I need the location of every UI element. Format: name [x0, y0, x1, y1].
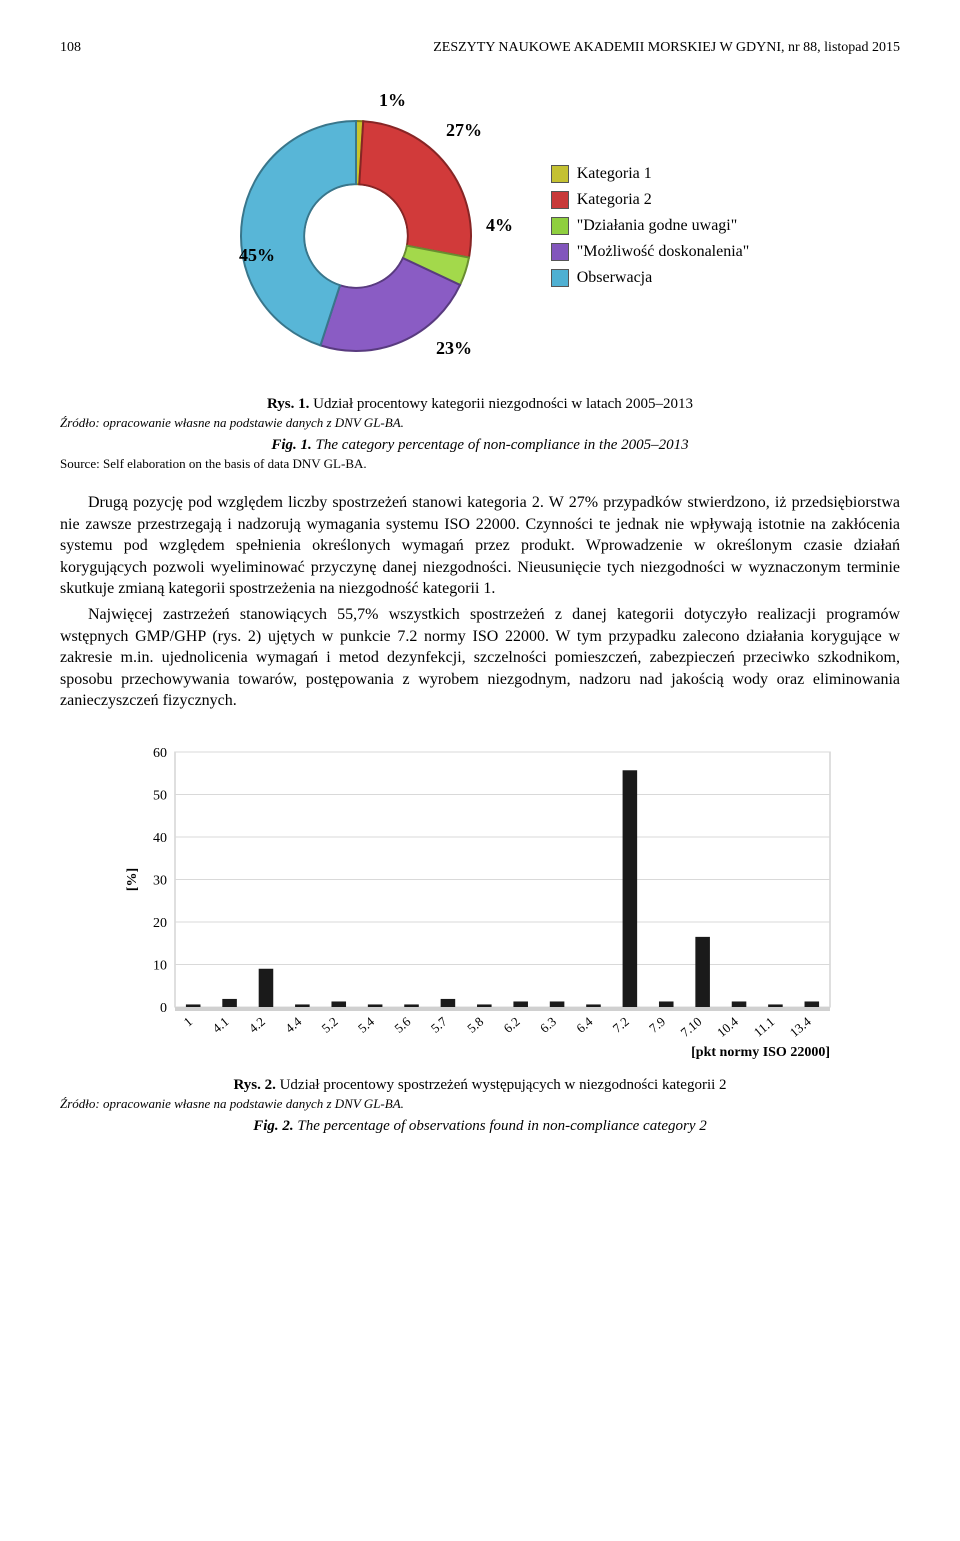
- bar: [586, 1004, 601, 1007]
- legend-swatch: [551, 165, 569, 183]
- fig2-source-pl: Źródło: opracowanie własne na podstawie …: [60, 1096, 900, 1112]
- legend-item: Kategoria 1: [551, 165, 750, 183]
- bar: [513, 1001, 528, 1007]
- bar: [259, 969, 274, 1007]
- x-tick-label: 13.4: [787, 1013, 814, 1039]
- bar: [732, 1001, 747, 1007]
- x-tick-label: 1: [181, 1014, 196, 1030]
- fig1-fig-text: The category percentage of non-complianc…: [312, 437, 689, 453]
- paragraph-1: Drugą pozycję pod względem liczby spostr…: [60, 492, 900, 600]
- donut-slice-label: 45%: [239, 245, 275, 265]
- donut-legend: Kategoria 1 Kategoria 2 "Działania godne u…: [551, 157, 750, 295]
- x-tick-label: 5.7: [428, 1013, 450, 1035]
- y-tick-label: 10: [153, 958, 167, 973]
- bar: [222, 999, 237, 1007]
- paragraph-2: Najwięcej zastrzeżeń stanowiących 55,7% …: [60, 604, 900, 712]
- legend-label: "Możliwość doskonalenia": [577, 243, 750, 261]
- donut-slice-label: 4%: [486, 215, 513, 235]
- donut-slice-label: 1%: [379, 90, 406, 110]
- y-axis-label: [%]: [125, 868, 140, 891]
- bar: [331, 1001, 346, 1007]
- bar: [805, 1001, 820, 1007]
- x-tick-label: 6.4: [573, 1013, 595, 1035]
- x-tick-label: 7.9: [646, 1014, 668, 1036]
- legend-swatch: [551, 243, 569, 261]
- fig2-caption-pl: Rys. 2. Udział procentowy spostrzeżeń wy…: [60, 1077, 900, 1094]
- bar-chart-wrap: 0 10 20 30 40 50 60 [%] 1 4.1 4.2 4.4 5.2 5.4 5.6 5.7 5.…: [120, 742, 840, 1067]
- fig2-rys-prefix: Rys. 2.: [233, 1077, 275, 1093]
- x-tick-label: 6.2: [501, 1014, 523, 1036]
- donut-row: 1% 27% 4% 23% 45% Kategoria 1 Kategoria 2 "Dzi…: [60, 86, 900, 366]
- fig1-caption-en: Fig. 1. The category percentage of non-c…: [60, 437, 900, 454]
- legend-swatch: [551, 269, 569, 287]
- legend-item: "Działania godne uwagi": [551, 217, 750, 235]
- fig1-fig-prefix: Fig. 1.: [271, 437, 311, 453]
- bar: [368, 1004, 383, 1007]
- bar: [295, 1004, 310, 1007]
- fig2-caption-en: Fig. 2. The percentage of observations f…: [60, 1118, 900, 1135]
- fig1-source-en: Source: Self elaboration on the basis of…: [60, 456, 900, 472]
- fig2-fig-prefix: Fig. 2.: [253, 1118, 293, 1134]
- page-header: 108 ZESZYTY NAUKOWE AKADEMII MORSKIEJ W …: [60, 40, 900, 56]
- x-tick-label: 5.2: [319, 1014, 341, 1036]
- legend-item: Obserwacja: [551, 269, 750, 287]
- bar: [477, 1004, 492, 1007]
- bar: [695, 937, 710, 1007]
- fig1-source-pl: Źródło: opracowanie własne na podstawie …: [60, 415, 900, 431]
- legend-label: Obserwacja: [577, 269, 653, 287]
- fig2-rys-text: Udział procentowy spostrzeżeń występując…: [276, 1077, 727, 1093]
- fig1-rys-prefix: Rys. 1.: [267, 396, 309, 412]
- fig1-caption-pl: Rys. 1. Udział procentowy kategorii niez…: [60, 396, 900, 413]
- x-tick-label: 10.4: [714, 1013, 741, 1039]
- x-tick-label: 5.6: [391, 1013, 413, 1035]
- bar: [623, 770, 638, 1007]
- legend-item: "Możliwość doskonalenia": [551, 243, 750, 261]
- bar: [186, 1004, 201, 1007]
- x-tick-label: 4.1: [209, 1014, 231, 1036]
- x-axis-label: [pkt normy ISO 22000]: [691, 1045, 830, 1060]
- legend-swatch: [551, 191, 569, 209]
- x-tick-label: 7.10: [677, 1014, 704, 1040]
- journal-title: ZESZYTY NAUKOWE AKADEMII MORSKIEJ W GDYN…: [433, 40, 900, 56]
- legend-swatch: [551, 217, 569, 235]
- bar: [404, 1004, 419, 1007]
- legend-label: Kategoria 2: [577, 191, 652, 209]
- y-tick-label: 20: [153, 916, 167, 931]
- body-text: Drugą pozycję pod względem liczby spostr…: [60, 492, 900, 712]
- y-tick-label: 60: [153, 746, 167, 761]
- x-tick-label: 5.8: [464, 1014, 486, 1036]
- page-number: 108: [60, 40, 81, 56]
- donut-slice-label: 23%: [436, 338, 472, 358]
- bar-chart: 0 10 20 30 40 50 60 [%] 1 4.1 4.2 4.4 5.2 5.4 5.6 5.7 5.…: [120, 742, 840, 1062]
- legend-label: Kategoria 1: [577, 165, 652, 183]
- y-tick-label: 0: [160, 1001, 167, 1016]
- legend-item: Kategoria 2: [551, 191, 750, 209]
- fig1-rys-text: Udział procentowy kategorii niezgodności…: [309, 396, 693, 412]
- y-tick-label: 30: [153, 873, 167, 888]
- x-tick-label: 5.4: [355, 1013, 377, 1035]
- baseline: [175, 1007, 830, 1011]
- donut-chart: 1% 27% 4% 23% 45%: [211, 86, 521, 366]
- y-tick-label: 40: [153, 831, 167, 846]
- y-tick-label: 50: [153, 788, 167, 803]
- legend-label: "Działania godne uwagi": [577, 217, 738, 235]
- x-tick-label: 11.1: [751, 1014, 778, 1040]
- x-tick-label: 4.2: [246, 1014, 268, 1036]
- bar: [659, 1001, 674, 1007]
- fig2-fig-text: The percentage of observations found in …: [294, 1118, 707, 1134]
- bar: [768, 1004, 783, 1007]
- x-tick-label: 6.3: [537, 1014, 559, 1036]
- bar: [441, 999, 456, 1007]
- donut-slice-label: 27%: [446, 120, 482, 140]
- x-tick-label: 4.4: [282, 1013, 304, 1035]
- bar: [550, 1001, 565, 1007]
- x-tick-label: 7.2: [610, 1014, 632, 1036]
